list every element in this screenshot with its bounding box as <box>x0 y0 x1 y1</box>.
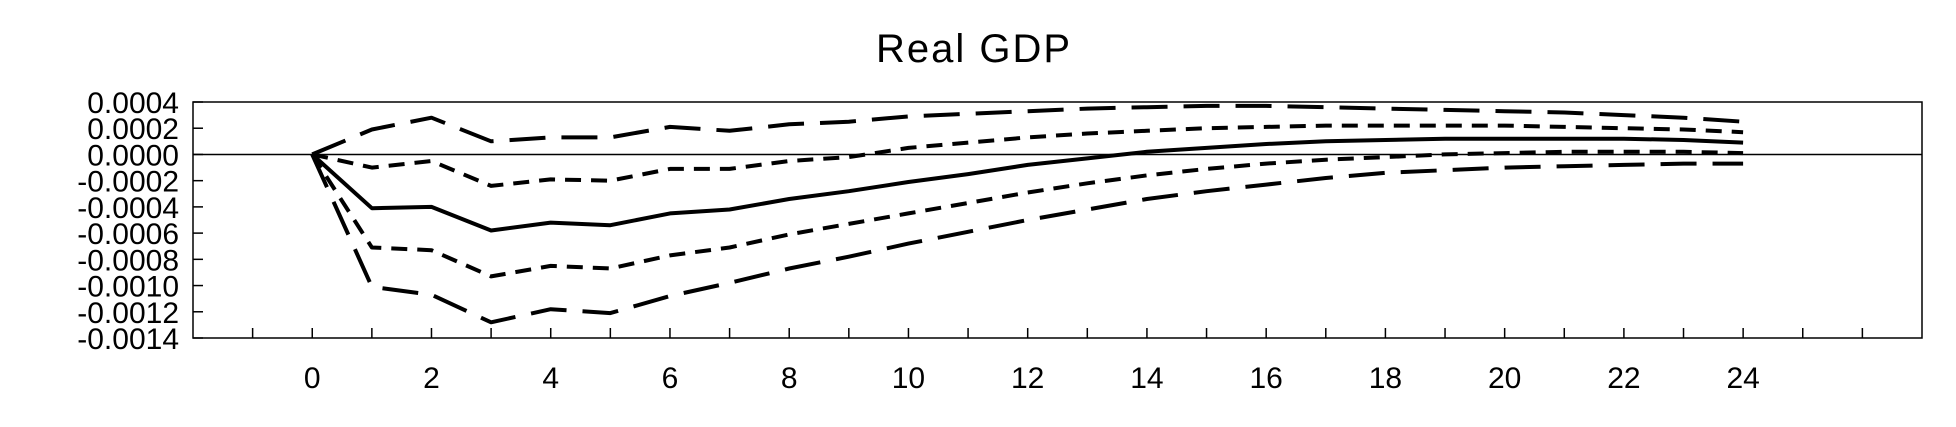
x-tick-label: 2 <box>423 362 440 395</box>
series-line-2 <box>311 123 1744 188</box>
y-tick-label: -0.0006 <box>77 218 179 251</box>
y-tick-label: -0.0008 <box>77 244 179 277</box>
y-tick-label: -0.0012 <box>77 297 179 330</box>
x-tick-label: 20 <box>1488 362 1521 395</box>
x-tick-label: 8 <box>781 362 798 395</box>
x-tick-label: 14 <box>1130 362 1163 395</box>
x-tick-label: 12 <box>1011 362 1044 395</box>
chart-title: Real GDP <box>876 27 1072 71</box>
series-line-5 <box>310 153 1744 325</box>
x-tick-label: 4 <box>542 362 559 395</box>
plot-area: 0 2 4 6 8 10 12 14 16 18 20 22 240.00040.00020.0000-… <box>77 87 1923 395</box>
x-tick-label: 0 <box>304 362 321 395</box>
y-tick-label: 0.0000 <box>87 139 179 172</box>
y-tick-label: 0.0004 <box>87 87 179 120</box>
x-tick-label: 16 <box>1249 362 1282 395</box>
y-tick-label: -0.0010 <box>77 271 179 304</box>
x-tick-label: 22 <box>1607 362 1640 395</box>
x-tick-label: 24 <box>1726 362 1759 395</box>
y-tick-label: -0.0014 <box>77 323 179 356</box>
y-tick-label: -0.0004 <box>77 192 179 225</box>
plot-frame <box>192 101 1923 339</box>
series-line-3 <box>310 149 1744 279</box>
y-tick-label: -0.0002 <box>77 166 179 199</box>
y-tick-label: 0.0002 <box>87 113 179 146</box>
series-line-1 <box>310 136 1744 233</box>
series-line-4 <box>311 103 1744 157</box>
x-tick-label: 6 <box>662 362 679 395</box>
x-tick-label: 18 <box>1369 362 1402 395</box>
x-tick-label: 10 <box>892 362 925 395</box>
